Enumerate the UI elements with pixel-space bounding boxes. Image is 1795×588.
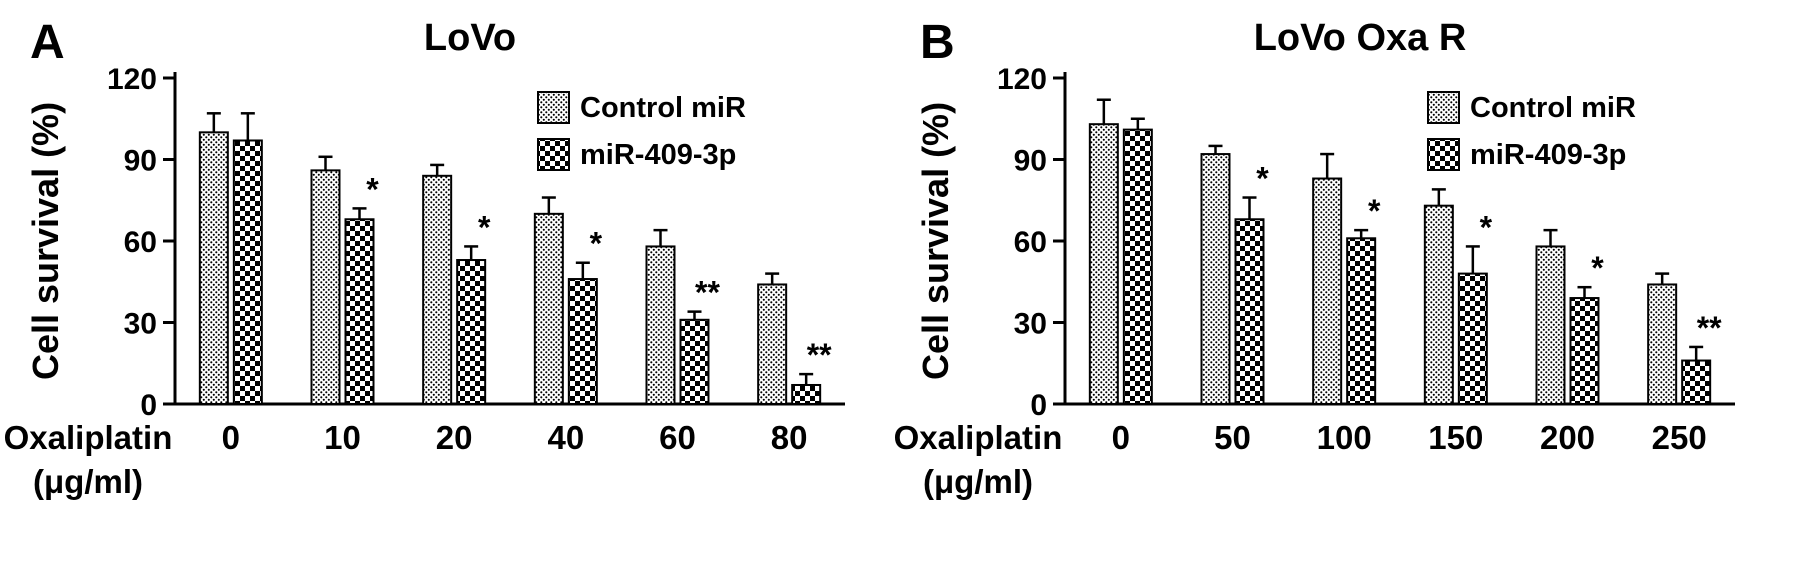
x-tick-label: 20: [436, 419, 473, 456]
bar-control-mir: [533, 212, 564, 405]
chart-panel-b: B LoVo Oxa R Cell survival (%) Oxaliplat…: [890, 6, 1780, 571]
legend-label: miR-409-3p: [580, 139, 736, 171]
x-tick-label: 150: [1428, 419, 1483, 456]
x-tick-label: 60: [659, 419, 696, 456]
x-axis-title-line2: (μg/ml): [33, 463, 143, 500]
bar-control-mir: [310, 169, 341, 405]
x-tick-label: 0: [1112, 419, 1130, 456]
significance-marker: *: [1480, 209, 1493, 245]
bar-control-mir: [1423, 204, 1454, 405]
x-tick-label: 0: [222, 419, 240, 456]
y-tick-label: 90: [1014, 145, 1047, 178]
y-tick-label: 120: [107, 63, 157, 96]
bar-control-mir: [422, 174, 453, 405]
bar-mir-409-3p: [1569, 297, 1600, 405]
bar-control-mir: [1647, 283, 1678, 406]
y-tick-label: 90: [124, 145, 157, 178]
x-axis-title-line1: Oxaliplatin: [894, 419, 1063, 456]
x-tick-label: 50: [1214, 419, 1251, 456]
x-tick-label: 80: [771, 419, 808, 456]
legend-swatch-control-mir: [1427, 91, 1460, 124]
y-tick-label: 120: [997, 63, 1047, 96]
bar-mir-409-3p: [1681, 359, 1712, 405]
bar-mir-409-3p: [567, 278, 598, 405]
bar-control-mir: [1088, 123, 1119, 406]
bar-mir-409-3p: [679, 318, 710, 405]
bar-control-mir: [645, 245, 676, 405]
x-tick-label: 100: [1317, 419, 1372, 456]
y-tick-label: 0: [140, 389, 157, 422]
significance-marker: *: [590, 226, 603, 262]
bar-control-mir: [1200, 153, 1231, 405]
bar-mir-409-3p: [1457, 272, 1488, 405]
y-axis-title: Cell survival (%): [25, 102, 66, 380]
bar-mir-409-3p: [344, 218, 375, 405]
bar-control-mir: [1312, 177, 1343, 405]
panel-label: B: [920, 16, 955, 69]
x-tick-label: 200: [1540, 419, 1595, 456]
bar-mir-409-3p: [456, 259, 487, 405]
legend-swatch-mir-409-3p: [1427, 138, 1460, 171]
bar-mir-409-3p: [232, 139, 263, 405]
significance-marker: *: [366, 171, 379, 207]
panel-label: A: [30, 16, 65, 69]
x-tick-label: 40: [547, 419, 584, 456]
bar-control-mir: [1535, 245, 1566, 405]
significance-marker: **: [1697, 310, 1722, 346]
x-axis-title-line2: (μg/ml): [923, 463, 1033, 500]
bar-mir-409-3p: [791, 383, 822, 406]
y-axis-title: Cell survival (%): [915, 102, 956, 380]
chart-panel-a: A LoVo Cell survival (%) Oxaliplatin (μg…: [0, 6, 890, 571]
legend-swatch-mir-409-3p: [537, 138, 570, 171]
bar-mir-409-3p: [1346, 237, 1377, 405]
bar-mir-409-3p: [1122, 128, 1153, 405]
bar-control-mir: [198, 131, 229, 405]
x-tick-label: 10: [324, 419, 361, 456]
bar-chart-lovo: A LoVo Cell survival (%) Oxaliplatin (μg…: [4, 16, 845, 500]
legend-label: Control miR: [1470, 92, 1636, 124]
y-tick-label: 30: [124, 308, 157, 341]
y-tick-label: 60: [1014, 226, 1047, 259]
x-axis-title-line1: Oxaliplatin: [4, 419, 173, 456]
y-tick-label: 30: [1014, 308, 1047, 341]
significance-marker: *: [1368, 193, 1381, 229]
significance-marker: *: [1591, 250, 1604, 286]
x-tick-label: 250: [1652, 419, 1707, 456]
significance-marker: *: [1256, 161, 1269, 197]
y-tick-label: 0: [1030, 389, 1047, 422]
chart-title: LoVo: [424, 17, 516, 59]
plot-area: 0 30 60 90 120 0 50 * 100 * 150 * 200 * 250 ** Control m…: [997, 63, 1735, 456]
legend-label: miR-409-3p: [1470, 139, 1626, 171]
plot-area: 0 30 60 90 120 0 10 * 20 * 40 * 60 ** 80 ** Control miR m…: [107, 63, 845, 456]
bar-mir-409-3p: [1234, 218, 1265, 405]
y-tick-label: 60: [124, 226, 157, 259]
chart-title: LoVo Oxa R: [1254, 17, 1467, 59]
legend-swatch-control-mir: [537, 91, 570, 124]
bar-chart-lovo-oxa-r: B LoVo Oxa R Cell survival (%) Oxaliplat…: [894, 16, 1735, 500]
significance-marker: **: [695, 275, 720, 311]
significance-marker: **: [807, 337, 832, 373]
bar-control-mir: [757, 283, 788, 406]
legend-label: Control miR: [580, 92, 746, 124]
significance-marker: *: [478, 209, 491, 245]
